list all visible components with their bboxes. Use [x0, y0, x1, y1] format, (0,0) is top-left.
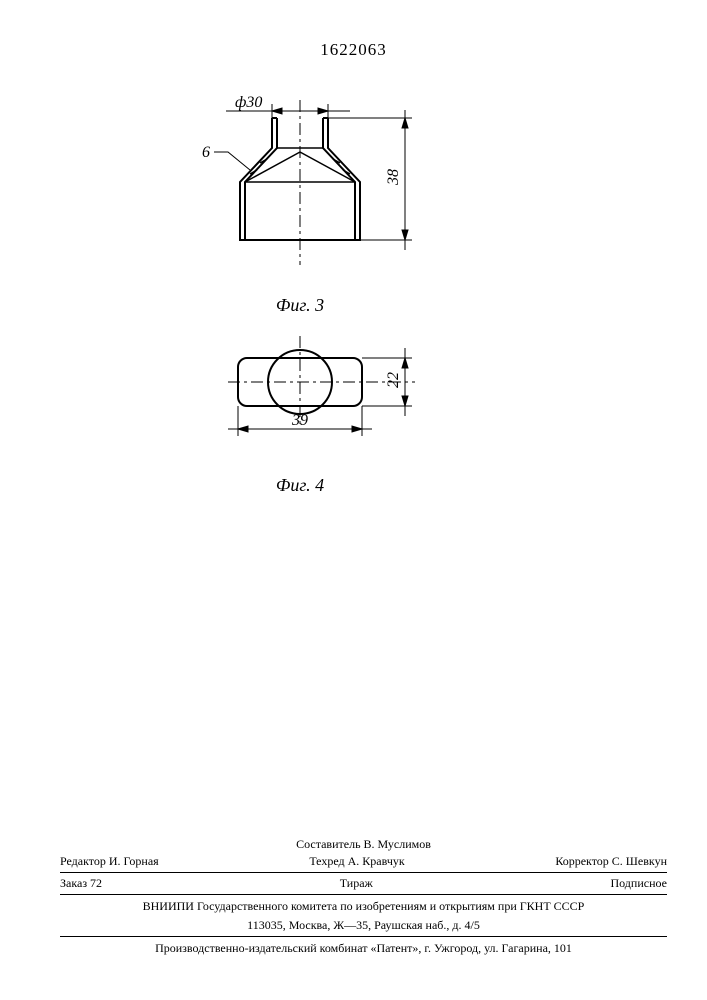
tirazh: Тираж [340, 876, 373, 891]
footer-block: Составитель В. Муслимов Редактор И. Горн… [60, 835, 667, 956]
production-line: Производственно-издательский комбинат «П… [60, 941, 667, 956]
callout-6: 6 [202, 144, 210, 161]
vniipi-line-1: ВНИИПИ Государственного комитета по изоб… [60, 899, 667, 914]
dim-39: 39 [291, 412, 308, 429]
dim-38: 38 [385, 169, 402, 186]
divider-2 [60, 894, 667, 895]
figure-3-label: Фиг. 3 [180, 295, 420, 316]
editor: Редактор И. Горная [60, 854, 159, 869]
tech-editor: Техред А. Кравчук [309, 854, 404, 869]
corrector: Корректор С. Шевкун [555, 854, 667, 869]
order-row: Заказ 72 Тираж Подписное [60, 876, 667, 891]
vniipi-line-2: 113035, Москва, Ж—35, Раушская наб., д. … [60, 918, 667, 933]
figure-4-label: Фиг. 4 [180, 475, 420, 496]
order-number: Заказ 72 [60, 876, 102, 891]
figure-3: ф30 38 6 Фиг. 3 [180, 90, 530, 320]
dim-22: 22 [385, 372, 402, 388]
figure-4: 22 39 Фиг. 4 [180, 330, 530, 500]
credits-row: Редактор И. Горная Техред А. Кравчук Кор… [60, 854, 667, 869]
divider-1 [60, 872, 667, 873]
figure-4-drawing: 22 39 [180, 330, 530, 470]
document-number: 1622063 [0, 40, 707, 60]
divider-3 [60, 936, 667, 937]
dim-phi30: ф30 [235, 94, 262, 111]
podpisnoe: Подписное [610, 876, 667, 891]
compiler-line: Составитель В. Муслимов [60, 837, 667, 852]
figure-3-drawing: ф30 38 6 [180, 90, 530, 290]
patent-page: 1622063 [0, 0, 707, 1000]
